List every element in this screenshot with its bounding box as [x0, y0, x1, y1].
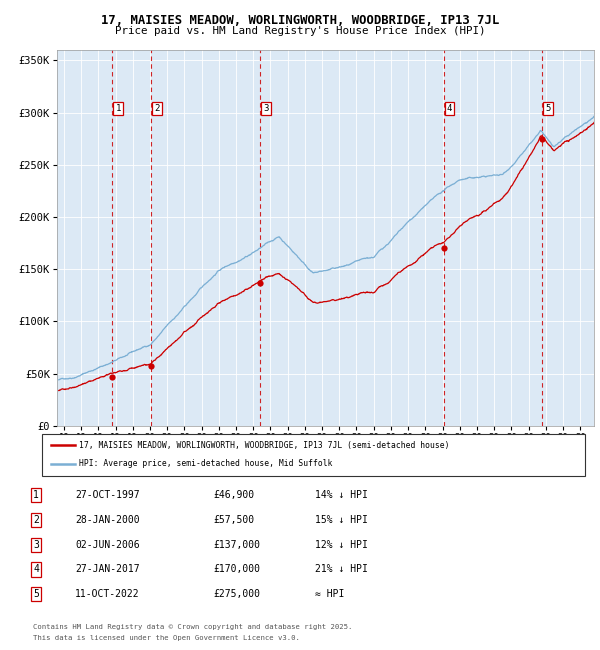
Text: 15% ↓ HPI: 15% ↓ HPI	[315, 515, 368, 525]
Text: 27-JAN-2017: 27-JAN-2017	[75, 564, 140, 575]
Text: 21% ↓ HPI: 21% ↓ HPI	[315, 564, 368, 575]
Text: HPI: Average price, semi-detached house, Mid Suffolk: HPI: Average price, semi-detached house,…	[79, 460, 332, 469]
Text: 11-OCT-2022: 11-OCT-2022	[75, 589, 140, 599]
Text: 4: 4	[33, 564, 39, 575]
Text: 14% ↓ HPI: 14% ↓ HPI	[315, 490, 368, 501]
Text: 02-JUN-2006: 02-JUN-2006	[75, 540, 140, 550]
Text: Price paid vs. HM Land Registry's House Price Index (HPI): Price paid vs. HM Land Registry's House …	[115, 26, 485, 36]
Text: ≈ HPI: ≈ HPI	[315, 589, 344, 599]
Text: 28-JAN-2000: 28-JAN-2000	[75, 515, 140, 525]
Text: 1: 1	[116, 104, 121, 113]
Text: 12% ↓ HPI: 12% ↓ HPI	[315, 540, 368, 550]
Text: 17, MAISIES MEADOW, WORLINGWORTH, WOODBRIDGE, IP13 7JL: 17, MAISIES MEADOW, WORLINGWORTH, WOODBR…	[101, 14, 499, 27]
Text: 3: 3	[263, 104, 269, 113]
Text: 1: 1	[33, 490, 39, 501]
Text: £46,900: £46,900	[213, 490, 254, 501]
Text: £137,000: £137,000	[213, 540, 260, 550]
Text: 27-OCT-1997: 27-OCT-1997	[75, 490, 140, 501]
Text: £275,000: £275,000	[213, 589, 260, 599]
Text: £57,500: £57,500	[213, 515, 254, 525]
Text: Contains HM Land Registry data © Crown copyright and database right 2025.: Contains HM Land Registry data © Crown c…	[33, 625, 352, 630]
Text: 5: 5	[33, 589, 39, 599]
Text: 4: 4	[447, 104, 452, 113]
Text: £170,000: £170,000	[213, 564, 260, 575]
Text: 17, MAISIES MEADOW, WORLINGWORTH, WOODBRIDGE, IP13 7JL (semi-detached house): 17, MAISIES MEADOW, WORLINGWORTH, WOODBR…	[79, 441, 450, 450]
Text: 3: 3	[33, 540, 39, 550]
Text: This data is licensed under the Open Government Licence v3.0.: This data is licensed under the Open Gov…	[33, 635, 300, 641]
Text: 2: 2	[154, 104, 160, 113]
Text: 5: 5	[545, 104, 550, 113]
Text: 2: 2	[33, 515, 39, 525]
